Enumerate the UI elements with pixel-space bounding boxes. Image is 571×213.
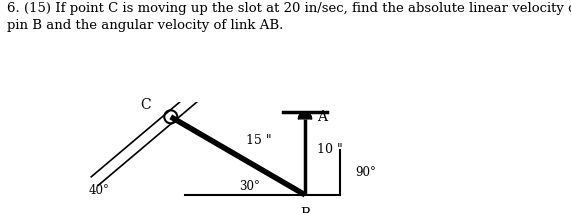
- Text: 6. (15) If point C is moving up the slot at 20 in/sec, find the absolute linear : 6. (15) If point C is moving up the slot…: [7, 2, 571, 32]
- Polygon shape: [299, 112, 312, 119]
- Text: 40°: 40°: [89, 184, 109, 197]
- Text: C: C: [140, 98, 151, 112]
- Text: B: B: [300, 207, 310, 213]
- Text: 15 ": 15 ": [246, 134, 271, 147]
- Text: A: A: [317, 110, 327, 124]
- Text: 30°: 30°: [240, 180, 260, 193]
- Text: 10 ": 10 ": [317, 142, 343, 155]
- Text: 90°: 90°: [355, 166, 376, 179]
